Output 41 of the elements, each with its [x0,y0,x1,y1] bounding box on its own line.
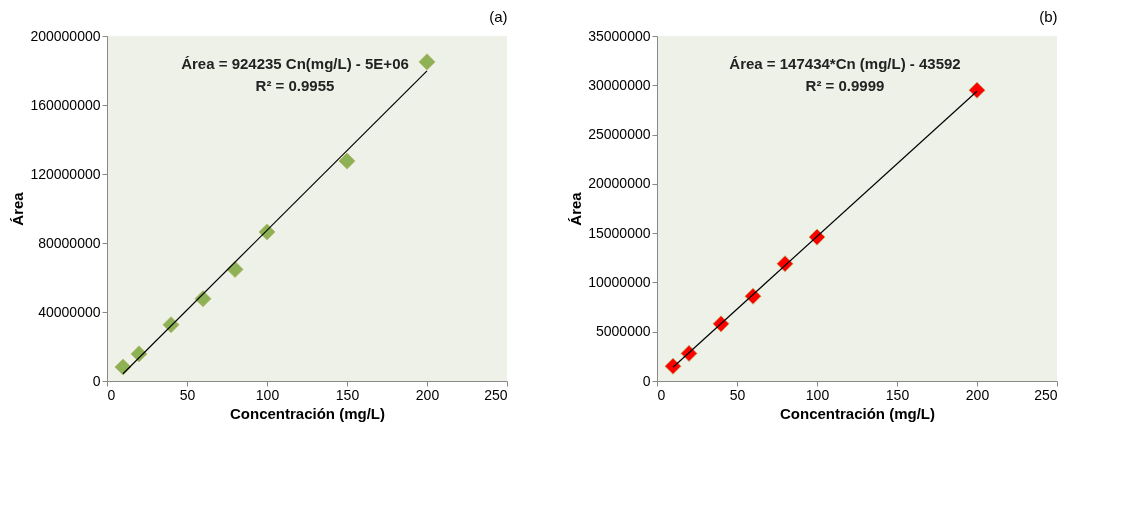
y-tick-label: 20000000 [588,175,651,192]
point [418,53,436,71]
y-tick-label: 0 [92,372,101,389]
y-tick-label: 5000000 [595,323,651,340]
y-tick-label: 35000000 [588,27,651,44]
x-tick-label: 150 [885,386,910,403]
y-tick-label: 10000000 [588,273,651,290]
x-tick-label: 100 [255,386,280,403]
y-tick-label: 160000000 [30,96,101,113]
y-axis-title: Área [567,191,585,226]
x-tick-label: 250 [484,386,508,403]
x-tick-label: 0 [107,386,116,403]
y-tick-label: 25000000 [588,126,651,143]
x-tick-label: 200 [965,386,990,403]
point [338,152,356,170]
y-tick-label: 120000000 [30,165,101,182]
y-tick-label: 30000000 [588,76,651,93]
annotation: Área = 147434*Cn (mg/L) - 43592 [729,55,961,72]
annotation: R² = 0.9999 [805,77,885,94]
x-tick-label: 200 [415,386,440,403]
y-tick-label: 0 [642,372,651,389]
chart-title: (b) [1039,8,1058,25]
x-tick-label: 50 [179,386,196,403]
y-axis-title: Área [9,191,27,226]
annotation: R² = 0.9955 [255,77,335,94]
point [194,290,212,308]
y-tick-label: 40000000 [38,303,101,320]
chart-title: (a) [489,8,508,25]
point [664,357,682,375]
x-axis-title: Concentración (mg/L) [229,404,386,422]
x-tick-label: 250 [1034,386,1058,403]
point [968,81,986,99]
x-tick-label: 50 [729,386,746,403]
x-tick-label: 150 [335,386,360,403]
x-axis-title: Concentración (mg/L) [779,404,936,422]
x-tick-label: 0 [657,386,666,403]
x-tick-label: 100 [805,386,830,403]
annotation: Área = 924235 Cn(mg/L) - 5E+06 [181,55,409,72]
y-tick-label: 80000000 [38,234,101,251]
y-tick-label: 200000000 [30,27,101,44]
y-tick-label: 15000000 [588,224,651,241]
